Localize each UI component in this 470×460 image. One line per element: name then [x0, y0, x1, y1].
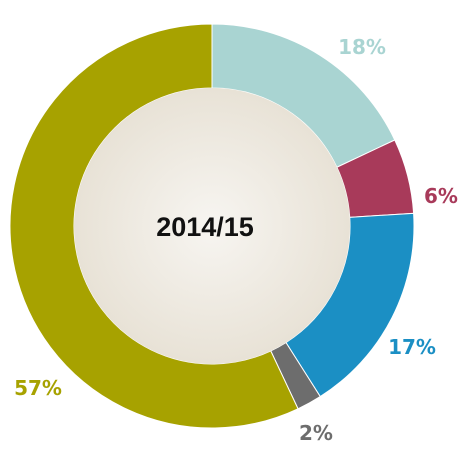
slice-label-2: 17%: [388, 335, 436, 359]
slice-labels: 18% 6% 17% 2% 57%: [14, 35, 458, 445]
donut-center: [74, 88, 350, 364]
slice-label-3: 2%: [299, 421, 333, 445]
slice-label-1: 6%: [424, 184, 458, 208]
slice-label-4: 57%: [14, 376, 62, 400]
slice-label-0: 18%: [338, 35, 386, 59]
donut-slices: [9, 23, 415, 429]
chart-title: 2014/15: [156, 212, 254, 242]
